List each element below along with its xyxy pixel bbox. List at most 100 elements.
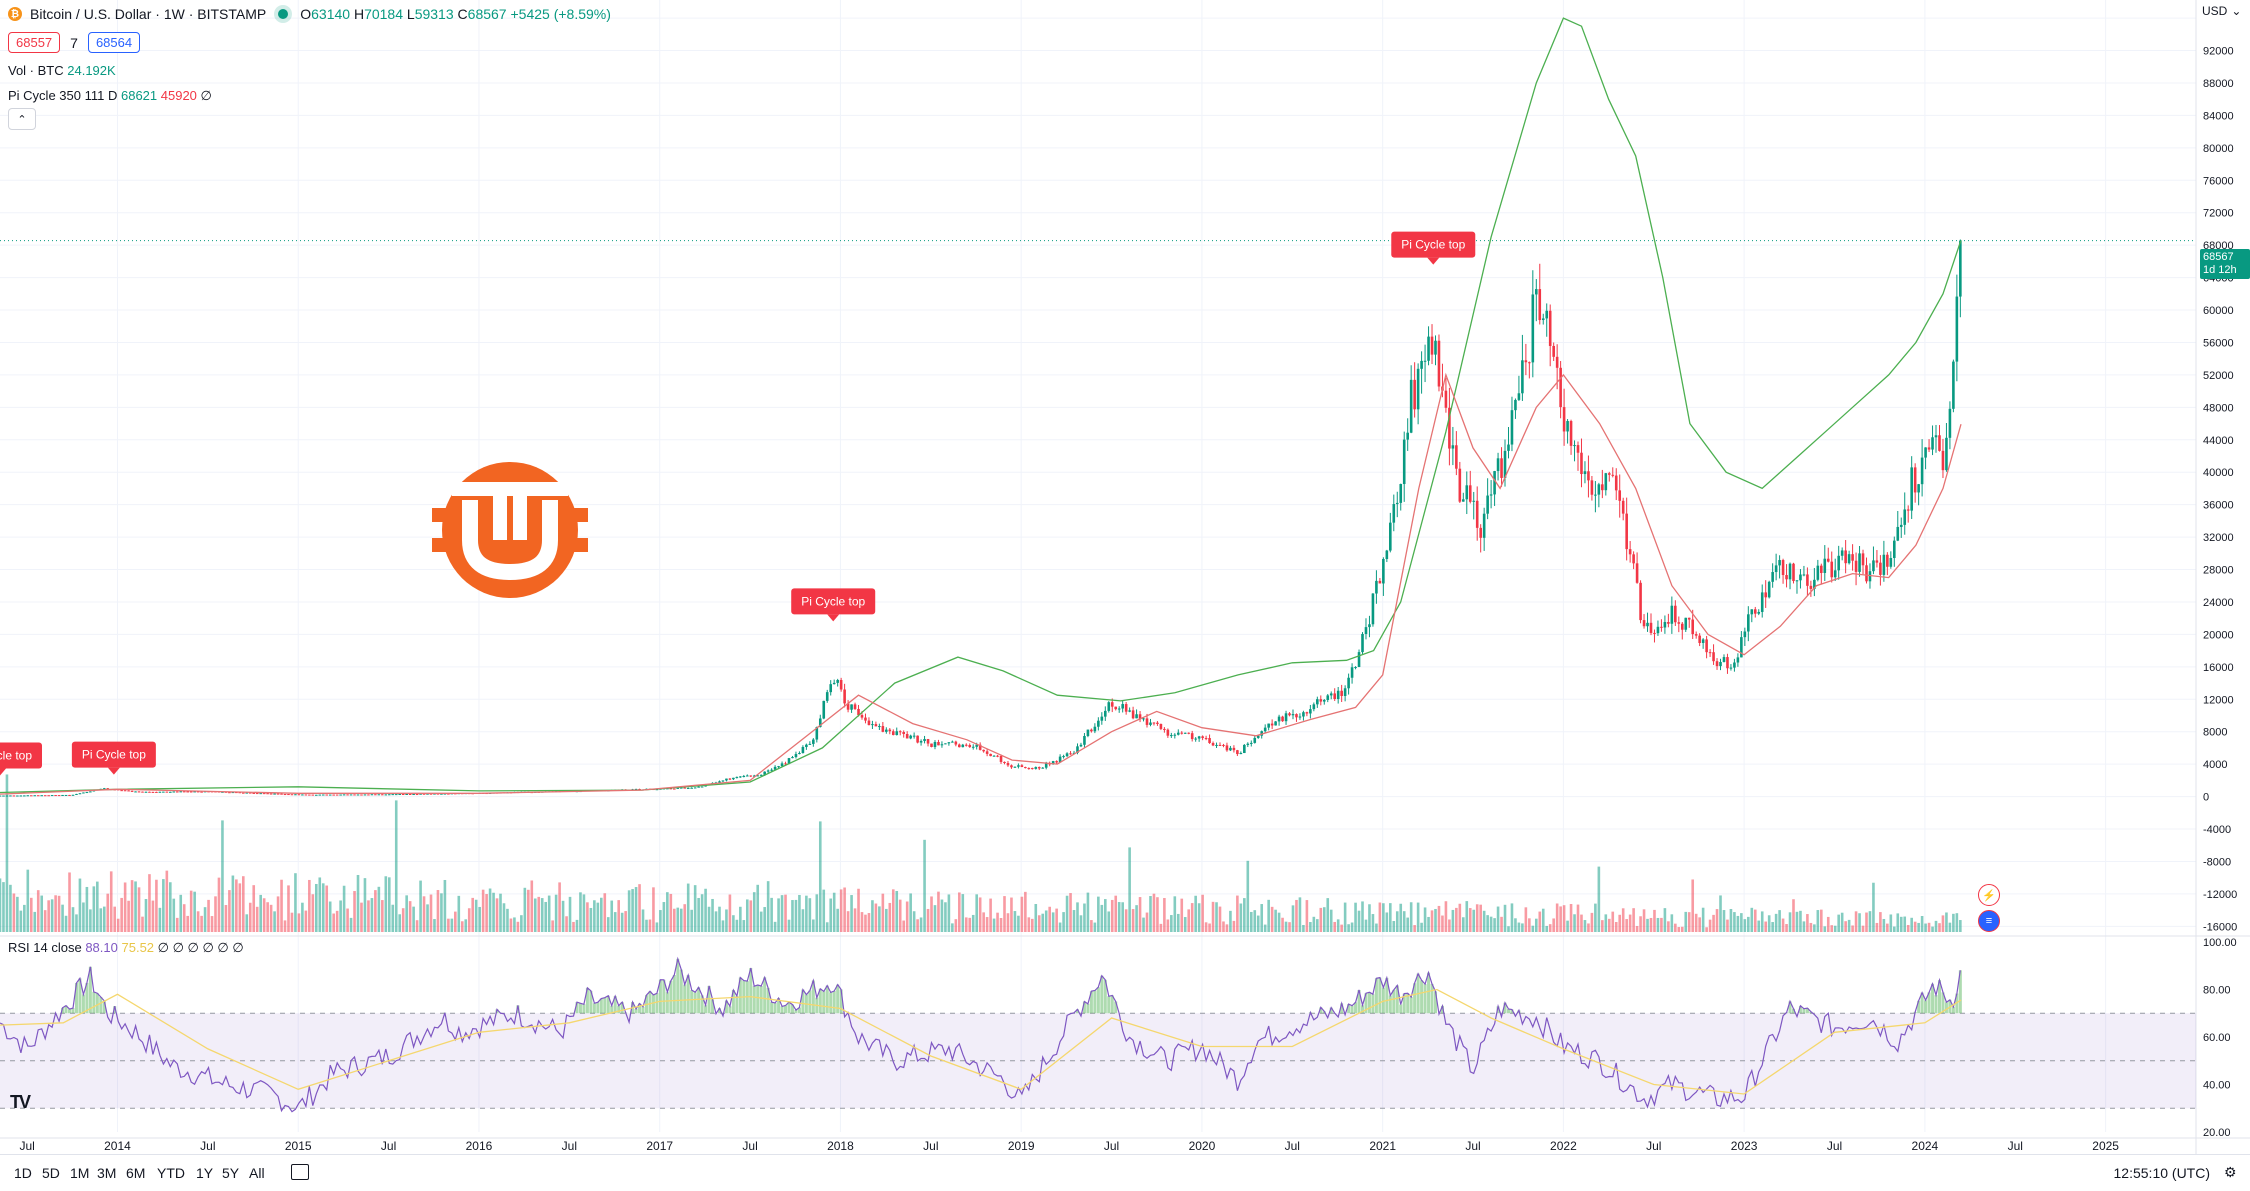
timeframe-all[interactable]: All xyxy=(249,1165,265,1181)
volume-bar xyxy=(182,904,186,932)
candle-body xyxy=(794,754,798,758)
volume-bar xyxy=(1375,923,1378,932)
candle-body xyxy=(429,793,433,795)
candle-body xyxy=(756,775,760,777)
timeframe-5d[interactable]: 5D xyxy=(42,1165,60,1181)
candle-body xyxy=(1312,704,1316,710)
lightning-icon[interactable]: ⚡ xyxy=(1978,884,2000,906)
volume-bar xyxy=(1583,920,1587,932)
calendar-icon[interactable] xyxy=(291,1164,309,1180)
timeframe-1d[interactable]: 1D xyxy=(14,1165,32,1181)
candle-body xyxy=(57,795,61,797)
volume-bar xyxy=(523,887,527,932)
candle-body xyxy=(947,742,951,744)
candle-body xyxy=(54,795,57,797)
volume-bar xyxy=(1020,896,1024,932)
volume-bar xyxy=(579,892,582,932)
candle-body xyxy=(1444,390,1448,408)
annotation-labels[interactable]: Pi Cycle top Pi Cycle top Pi Cycle top Pi C… xyxy=(0,231,1476,776)
volume-bar xyxy=(850,895,853,932)
volume-bar xyxy=(440,893,443,932)
volume-bar xyxy=(36,890,40,932)
volume-bar xyxy=(1076,902,1079,932)
pi-cycle-null-value: ∅ xyxy=(200,88,212,103)
candle-body xyxy=(23,795,26,797)
candle-body xyxy=(1534,289,1538,295)
volume-bar xyxy=(1083,903,1086,932)
volume-bar xyxy=(179,894,183,932)
candle-body xyxy=(384,794,388,796)
candle-body xyxy=(999,755,1003,762)
timeframe-1y[interactable]: 1Y xyxy=(196,1165,214,1181)
candle-body xyxy=(801,747,805,753)
time-tick-label: Jul xyxy=(381,1139,396,1153)
volume-bar xyxy=(930,896,933,932)
sell-price-button[interactable]: 68557 xyxy=(8,32,61,53)
volume-bar xyxy=(137,887,141,932)
volume-bar xyxy=(1350,922,1354,932)
volume-bar xyxy=(864,914,867,932)
volume-bar xyxy=(600,897,603,932)
candle-body xyxy=(1806,574,1809,586)
candle-body xyxy=(415,794,419,796)
pi-cycle-legend[interactable]: Pi Cycle 350 111 D 68621 45920 ∅ xyxy=(8,88,212,104)
volume-bar xyxy=(923,839,926,932)
candle-body xyxy=(1468,485,1472,502)
candle-body xyxy=(134,791,137,793)
volume-bar xyxy=(832,892,836,932)
symbol-title[interactable]: Bitcoin / U.S. Dollar · 1W · BITSTAMP xyxy=(30,6,267,22)
candle-body xyxy=(829,684,833,693)
gear-icon[interactable]: ⚙ xyxy=(2224,1164,2237,1180)
candle-body xyxy=(1451,445,1455,449)
collapse-legend-button[interactable]: ⌃ xyxy=(8,108,36,130)
symbol-legend[interactable]: ₿ Bitcoin / U.S. Dollar · 1W · BITSTAMP … xyxy=(8,6,611,22)
volume-bar xyxy=(1802,921,1806,932)
rsi-legend[interactable]: RSI 14 close 88.10 75.52 ∅ ∅ ∅ ∅ ∅ ∅ xyxy=(8,940,244,956)
candle-body xyxy=(1277,716,1281,722)
volume-bar xyxy=(1875,922,1879,932)
currency-selector[interactable]: USD ⌄ xyxy=(2202,4,2241,18)
volume-bar xyxy=(822,889,826,932)
candle-body xyxy=(228,792,231,794)
volume-bar xyxy=(1277,912,1281,932)
candle-body xyxy=(1051,761,1055,765)
volume-bar xyxy=(1302,924,1305,932)
buy-price-button[interactable]: 68564 xyxy=(87,32,141,53)
candle-body xyxy=(1590,480,1594,495)
candle-body xyxy=(1493,471,1496,495)
utc-clock[interactable]: 12:55:10 (UTC) xyxy=(2113,1165,2210,1181)
volume-legend[interactable]: Vol · BTC 24.192K xyxy=(8,63,116,78)
volume-bar xyxy=(203,907,207,932)
volume-bar xyxy=(1607,918,1611,932)
timeframe-ytd[interactable]: YTD xyxy=(157,1165,185,1181)
volume-bar xyxy=(1465,901,1469,932)
candle-body xyxy=(1093,726,1097,732)
candle-body xyxy=(231,792,235,794)
volume-bar xyxy=(1726,919,1729,932)
price-tick-label: 60000 xyxy=(2203,305,2234,317)
timeframe-6m[interactable]: 6M xyxy=(126,1165,146,1181)
timeframe-5y[interactable]: 5Y xyxy=(222,1165,240,1181)
us-flag-icon[interactable]: ≡ xyxy=(1978,910,2000,932)
volume-bar xyxy=(1830,925,1834,932)
time-tick-label: Jul xyxy=(1465,1139,1480,1153)
timeframe-1m[interactable]: 1M xyxy=(70,1165,90,1181)
volume-bar xyxy=(558,882,561,932)
tradingview-logo-icon[interactable]: TV xyxy=(10,1092,31,1112)
volume-bar xyxy=(1027,917,1031,932)
volume-bar xyxy=(1840,912,1844,932)
volume-bar xyxy=(784,894,787,932)
volume-bar xyxy=(1628,914,1632,932)
volume-bar xyxy=(561,900,565,932)
timeframe-3m[interactable]: 3M xyxy=(97,1165,117,1181)
volume-bar xyxy=(1037,915,1041,932)
candle-body xyxy=(1903,509,1907,525)
volume-bar xyxy=(836,908,839,932)
trade-bar: 68557 7 68564 xyxy=(8,32,141,53)
volume-bar xyxy=(978,897,982,932)
volume-bar xyxy=(1959,920,1962,932)
volume-bar xyxy=(1142,917,1145,932)
volume-bar xyxy=(1837,914,1840,932)
candle-body xyxy=(1065,753,1069,757)
